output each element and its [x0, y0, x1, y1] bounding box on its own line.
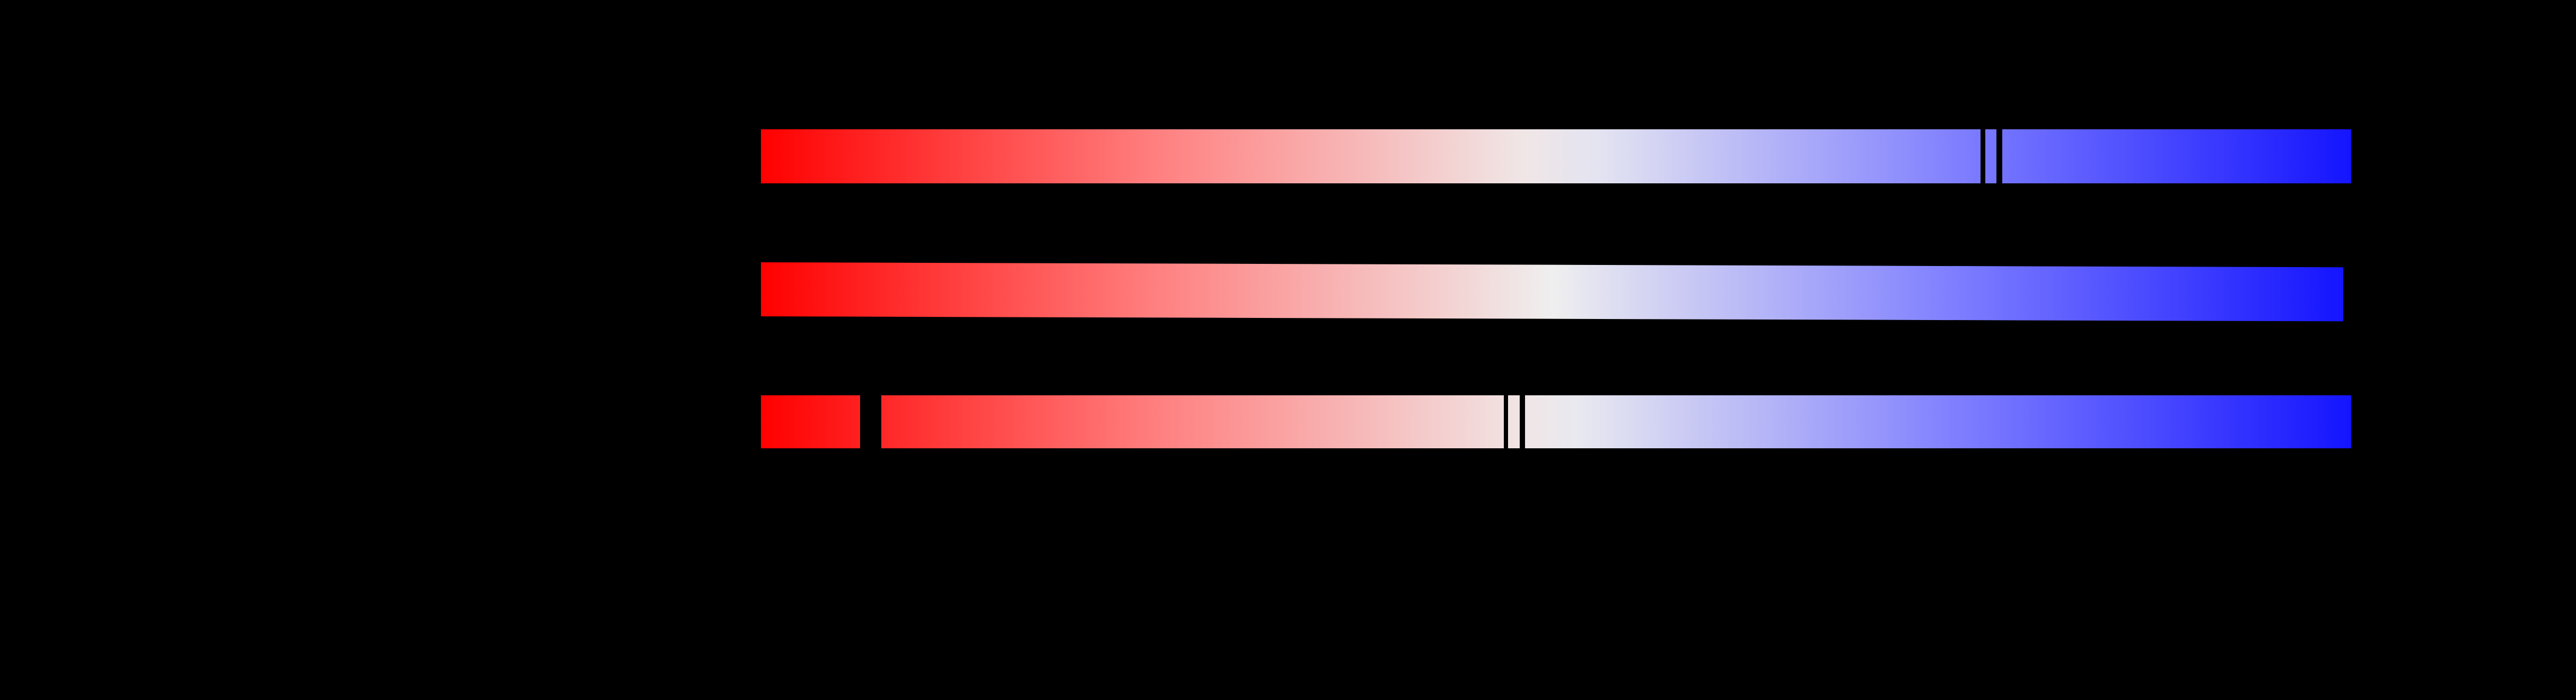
colorbar-3-segment-3 [1508, 395, 1520, 448]
colorbar-2-segment-1 [761, 262, 2343, 322]
colorbar-1-segment-2 [1985, 129, 1996, 183]
colorbar-3-segment-4 [1524, 395, 2351, 448]
colorbar-3-segment-2 [881, 395, 1504, 448]
colorbar-3 [761, 395, 2351, 448]
colorbar-2 [761, 262, 2343, 322]
colorbar-1-segment-1 [761, 129, 1981, 183]
colorbar-3-segment-1 [761, 395, 861, 448]
colorbar-1 [761, 129, 2351, 183]
colorbar-1-segment-3 [2002, 129, 2351, 183]
